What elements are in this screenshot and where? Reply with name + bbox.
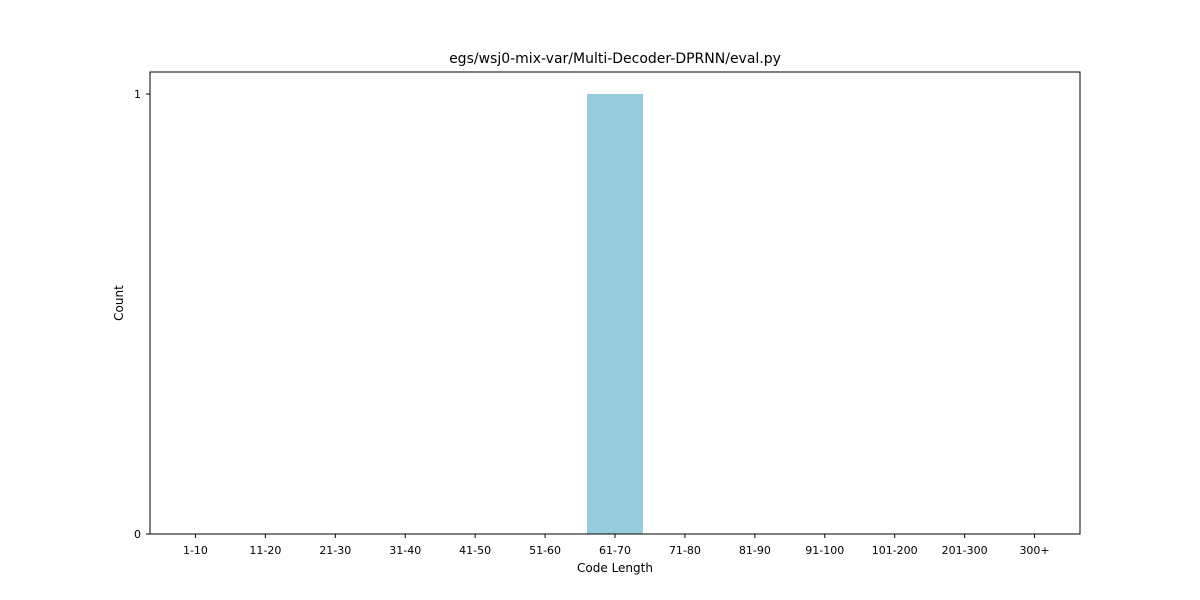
- x-tick-label: 51-60: [529, 544, 561, 557]
- x-tick-label: 201-300: [942, 544, 988, 557]
- x-tick-label: 61-70: [599, 544, 631, 557]
- bars-group: [587, 94, 643, 534]
- x-tick-label: 300+: [1019, 544, 1049, 557]
- y-axis-label: Count: [112, 285, 126, 321]
- bar-61-70: [587, 94, 643, 534]
- y-tick-label: 0: [134, 528, 141, 541]
- x-tick-label: 91-100: [805, 544, 844, 557]
- y-axis-ticks: 01: [134, 88, 150, 541]
- x-tick-label: 11-20: [249, 544, 281, 557]
- x-axis-ticks: 1-10 11-20 21-30 31-40 41-50 51-60 61-70 71-80 8…: [183, 534, 1050, 557]
- x-tick-label: 41-50: [459, 544, 491, 557]
- x-tick-label: 81-90: [739, 544, 771, 557]
- x-tick-label: 101-200: [872, 544, 918, 557]
- chart-title: egs/wsj0-mix-var/Multi-Decoder-DPRNN/eva…: [449, 51, 781, 67]
- x-tick-label: 1-10: [183, 544, 208, 557]
- x-tick-label: 31-40: [389, 544, 421, 557]
- x-tick-label: 21-30: [319, 544, 351, 557]
- y-tick-label: 1: [134, 88, 141, 101]
- x-axis-label: Code Length: [577, 561, 653, 575]
- x-tick-label: 71-80: [669, 544, 701, 557]
